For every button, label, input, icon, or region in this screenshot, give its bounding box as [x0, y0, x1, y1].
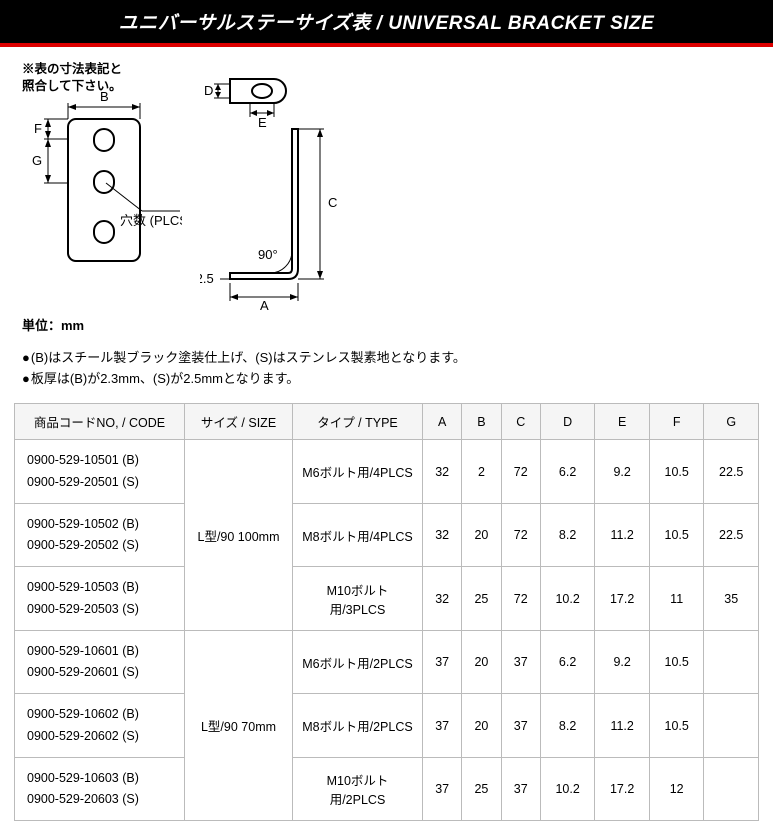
th-a: A — [423, 404, 462, 440]
cell-type: M6ボルト用/2PLCS — [293, 630, 423, 694]
cell-type: M6ボルト用/4PLCS — [293, 440, 423, 504]
th-g: G — [704, 404, 759, 440]
cell-type: M8ボルト用/2PLCS — [293, 694, 423, 758]
cell-dim: 10.5 — [649, 440, 704, 504]
cell-dim — [704, 630, 759, 694]
cell-dim: 22.5 — [704, 440, 759, 504]
cell-dim: 37 — [501, 630, 540, 694]
cell-dim: 8.2 — [540, 503, 595, 567]
cell-dim: 2 — [462, 440, 501, 504]
dim-label-a: A — [260, 298, 269, 311]
size-table: 商品コードNO, / CODE サイズ / SIZE タイプ / TYPE A … — [14, 403, 759, 821]
cell-dim: 32 — [423, 503, 462, 567]
cell-dim: 17.2 — [595, 567, 650, 631]
dim-label-g: G — [32, 153, 42, 168]
unit-label: 単位：mm — [22, 315, 759, 334]
th-c: C — [501, 404, 540, 440]
cell-code: 0900-529-10603 (B)0900-529-20603 (S) — [15, 757, 185, 821]
cell-type: M10ボルト用/2PLCS — [293, 757, 423, 821]
cell-dim: 10.2 — [540, 567, 595, 631]
dim-label-b: B — [100, 89, 109, 104]
cell-code: 0900-529-10503 (B)0900-529-20503 (S) — [15, 567, 185, 631]
table-header-row: 商品コードNO, / CODE サイズ / SIZE タイプ / TYPE A … — [15, 404, 759, 440]
cell-type: M10ボルト用/3PLCS — [293, 567, 423, 631]
cell-dim: 9.2 — [595, 440, 650, 504]
cell-dim: 17.2 — [595, 757, 650, 821]
table-row: 0900-529-10502 (B)0900-529-20502 (S) M8ボル… — [15, 503, 759, 567]
dim-label-c: C — [328, 195, 337, 210]
cell-dim: 25 — [462, 757, 501, 821]
cell-dim: 20 — [462, 503, 501, 567]
cell-dim: 32 — [423, 440, 462, 504]
cell-dim: 25 — [462, 567, 501, 631]
cell-dim: 10.2 — [540, 757, 595, 821]
th-code: 商品コードNO, / CODE — [15, 404, 185, 440]
note-1: (B)はスチール製ブラック塗装仕上げ、(S)はステンレス製素地となります。 — [22, 348, 759, 369]
cell-dim: 10.5 — [649, 694, 704, 758]
table-row: 0900-529-10602 (B)0900-529-20602 (S) M8ボル… — [15, 694, 759, 758]
cell-dim: 37 — [423, 630, 462, 694]
cell-dim: 6.2 — [540, 440, 595, 504]
th-e: E — [595, 404, 650, 440]
cell-size: L型/90 70mm — [185, 630, 293, 821]
cell-dim: 22.5 — [704, 503, 759, 567]
plcs-label: 穴数 (PLCS) — [120, 213, 182, 228]
cell-dim: 12 — [649, 757, 704, 821]
th-type: タイプ / TYPE — [293, 404, 423, 440]
diagram-area: ※表の寸法表記と 照合して下さい。 B F G — [0, 47, 773, 342]
cell-dim: 11 — [649, 567, 704, 631]
cell-dim: 72 — [501, 503, 540, 567]
diagram-row: B F G 穴数 (PLCS) — [22, 61, 759, 311]
bracket-side-diagram: D E 90° C A 2.3/2.5 — [200, 61, 350, 311]
title-bar: ユニバーサルステーサイズ表 / UNIVERSAL BRACKET SIZE — [0, 0, 773, 47]
cell-dim: 11.2 — [595, 503, 650, 567]
bracket-flat-diagram: B F G 穴数 (PLCS) — [22, 61, 182, 291]
cell-type: M8ボルト用/4PLCS — [293, 503, 423, 567]
material-notes: (B)はスチール製ブラック塗装仕上げ、(S)はステンレス製素地となります。 板厚… — [0, 342, 773, 404]
cell-dim — [704, 757, 759, 821]
cell-dim: 20 — [462, 630, 501, 694]
table-row: 0900-529-10501 (B)0900-529-20501 (S)L型/9… — [15, 440, 759, 504]
note-2: 板厚は(B)が2.3mm、(S)が2.5mmとなります。 — [22, 369, 759, 390]
cell-dim: 72 — [501, 440, 540, 504]
dim-label-d: D — [204, 83, 213, 98]
cell-dim: 9.2 — [595, 630, 650, 694]
th-size: サイズ / SIZE — [185, 404, 293, 440]
cell-dim: 37 — [423, 757, 462, 821]
dim-label-f: F — [34, 121, 42, 136]
th-b: B — [462, 404, 501, 440]
cell-code: 0900-529-10601 (B)0900-529-20601 (S) — [15, 630, 185, 694]
cell-dim: 37 — [501, 694, 540, 758]
cell-code: 0900-529-10602 (B)0900-529-20602 (S) — [15, 694, 185, 758]
thickness-label: 2.3/2.5 — [200, 271, 214, 286]
cell-dim: 32 — [423, 567, 462, 631]
angle-label: 90° — [258, 247, 278, 262]
th-d: D — [540, 404, 595, 440]
table-row: 0900-529-10503 (B)0900-529-20503 (S) M10ボ… — [15, 567, 759, 631]
cell-code: 0900-529-10501 (B)0900-529-20501 (S) — [15, 440, 185, 504]
table-row: 0900-529-10601 (B)0900-529-20601 (S)L型/9… — [15, 630, 759, 694]
dim-label-e: E — [258, 115, 267, 130]
cell-dim: 6.2 — [540, 630, 595, 694]
th-f: F — [649, 404, 704, 440]
cell-dim — [704, 694, 759, 758]
cell-dim: 20 — [462, 694, 501, 758]
cell-dim: 11.2 — [595, 694, 650, 758]
cell-dim: 37 — [501, 757, 540, 821]
cell-dim: 37 — [423, 694, 462, 758]
cell-dim: 10.5 — [649, 630, 704, 694]
cell-dim: 10.5 — [649, 503, 704, 567]
table-row: 0900-529-10603 (B)0900-529-20603 (S) M10ボ… — [15, 757, 759, 821]
cell-dim: 8.2 — [540, 694, 595, 758]
cell-code: 0900-529-10502 (B)0900-529-20502 (S) — [15, 503, 185, 567]
cell-dim: 72 — [501, 567, 540, 631]
cell-size: L型/90 100mm — [185, 440, 293, 631]
cell-dim: 35 — [704, 567, 759, 631]
